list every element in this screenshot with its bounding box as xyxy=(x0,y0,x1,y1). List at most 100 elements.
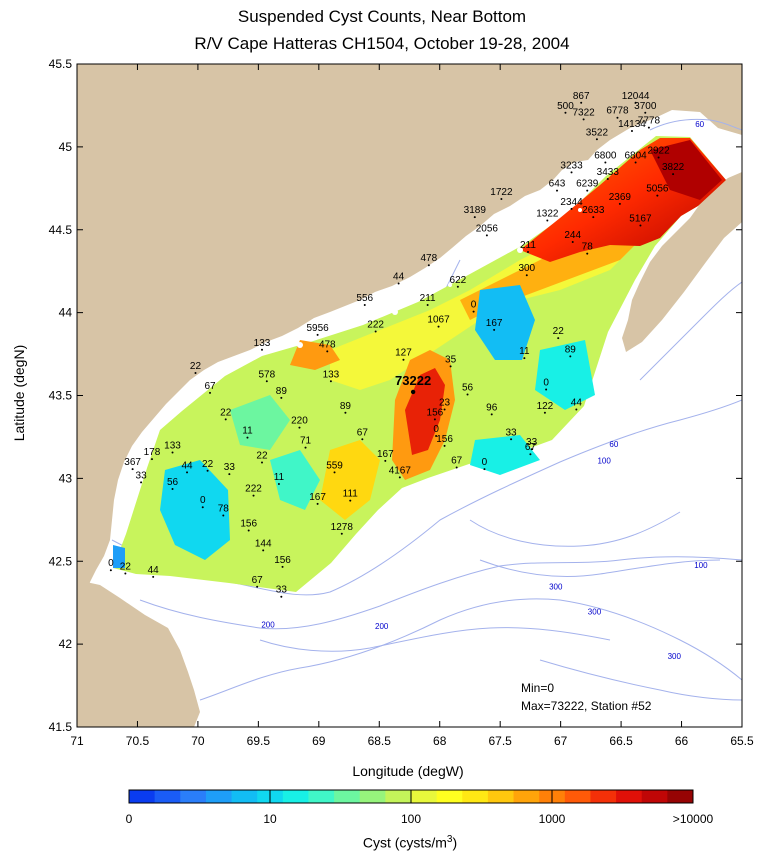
colorbar-swatch xyxy=(129,790,156,803)
station-value: 167 xyxy=(377,449,394,460)
depth-label: 300 xyxy=(549,582,563,591)
station-marker xyxy=(131,468,134,471)
station-marker xyxy=(575,408,578,411)
station-marker xyxy=(326,350,329,353)
min-stat: Min=0 xyxy=(521,681,555,695)
station-value: 1278 xyxy=(331,522,354,533)
colorbar-swatch xyxy=(616,790,643,803)
station-marker xyxy=(252,494,255,497)
station-marker xyxy=(592,216,595,219)
station-value: 220 xyxy=(291,416,308,427)
station-marker xyxy=(397,282,400,285)
station-value: 71 xyxy=(300,436,312,447)
x-tick-label: 69.5 xyxy=(247,734,271,748)
station-marker xyxy=(316,502,319,505)
station-value: 559 xyxy=(326,460,343,471)
station-value: 167 xyxy=(309,492,326,503)
colorbar-swatch xyxy=(462,790,489,803)
station-marker xyxy=(582,118,585,121)
station-value: 89 xyxy=(276,386,288,397)
station-value: 33 xyxy=(224,462,236,473)
station-marker xyxy=(634,101,637,104)
station-marker xyxy=(530,448,533,451)
station-marker xyxy=(526,250,529,253)
station-value: 22 xyxy=(202,459,214,470)
land-mainland xyxy=(77,64,742,610)
station-value: 44 xyxy=(181,460,193,471)
station-marker xyxy=(374,330,377,333)
station-marker xyxy=(329,380,332,383)
depth-contour-labels: 60 60 100 100 300 300 300 200 200 xyxy=(261,120,708,661)
chart-title: Suspended Cyst Counts, Near Bottom xyxy=(237,7,527,26)
station-marker xyxy=(152,575,155,578)
station-value: 33 xyxy=(136,470,148,481)
station-marker xyxy=(262,549,265,552)
station-value: 6804 xyxy=(624,150,647,161)
station-marker xyxy=(281,565,284,568)
station-marker xyxy=(384,459,387,462)
station-value: 2922 xyxy=(647,146,670,157)
station-value: 156 xyxy=(427,407,444,418)
station-value: 22 xyxy=(553,326,565,337)
station-value: 478 xyxy=(421,253,438,264)
station-marker xyxy=(224,418,227,421)
y-tick-label: 43.5 xyxy=(49,389,73,403)
station-marker xyxy=(265,380,268,383)
station-value-max: 73222 xyxy=(395,373,431,388)
station-value: 867 xyxy=(573,91,590,102)
colorbar-swatch xyxy=(564,790,591,803)
station-value: 12044 xyxy=(622,91,650,102)
station-marker xyxy=(543,411,546,414)
station-value: 622 xyxy=(450,275,467,286)
station-value: 22 xyxy=(220,407,232,418)
station-value: 1322 xyxy=(536,208,559,219)
station-value: 144 xyxy=(255,538,272,549)
station-value: 133 xyxy=(254,338,271,349)
y-tick-label: 42 xyxy=(59,637,73,651)
station-marker xyxy=(472,310,475,313)
y-axis-label: Latitude (degN) xyxy=(11,344,27,442)
station-value: 35 xyxy=(445,354,457,365)
station-value: 500 xyxy=(557,101,574,112)
depth-label: 100 xyxy=(597,456,611,465)
station-value: 3189 xyxy=(464,205,487,216)
station-value: 122 xyxy=(537,401,554,412)
station-marker xyxy=(595,138,598,141)
station-marker xyxy=(247,529,250,532)
bathymetry-contours xyxy=(111,118,742,701)
station-value: 22 xyxy=(256,450,268,461)
station-marker xyxy=(171,488,174,491)
station-marker xyxy=(443,444,446,447)
station-marker xyxy=(344,411,347,414)
station-marker xyxy=(246,436,249,439)
station-value: 222 xyxy=(367,320,384,331)
station-marker xyxy=(525,274,528,277)
colorbar-title: Cyst (cysts/m3) xyxy=(362,834,458,851)
station-value: 3700 xyxy=(634,101,657,112)
station-value: 0 xyxy=(108,558,114,569)
x-tick-label: 67.5 xyxy=(489,734,513,748)
station-value: 178 xyxy=(144,447,161,458)
station-value: 0 xyxy=(433,424,439,435)
station-marker xyxy=(618,202,621,205)
station-marker xyxy=(557,337,560,340)
station-marker xyxy=(483,468,486,471)
station-value: 2369 xyxy=(609,192,632,203)
station-marker xyxy=(427,264,430,267)
land-nova-scotia xyxy=(622,172,742,352)
station-marker-max xyxy=(410,389,416,395)
depth-label: 200 xyxy=(261,621,275,630)
station-marker xyxy=(437,325,440,328)
max-stat: Max=73222, Station #52 xyxy=(521,699,652,713)
station-value: 478 xyxy=(319,339,336,350)
station-value: 11 xyxy=(242,426,253,437)
station-value: 23 xyxy=(439,397,451,408)
colorbar-swatch xyxy=(590,790,617,803)
colorbar-tick-label: 100 xyxy=(400,812,422,826)
station-marker xyxy=(456,285,459,288)
x-tick-label: 71 xyxy=(70,734,84,748)
station-marker xyxy=(493,328,496,331)
station-value: 556 xyxy=(356,293,373,304)
station-marker xyxy=(490,413,493,416)
station-marker xyxy=(546,219,549,222)
